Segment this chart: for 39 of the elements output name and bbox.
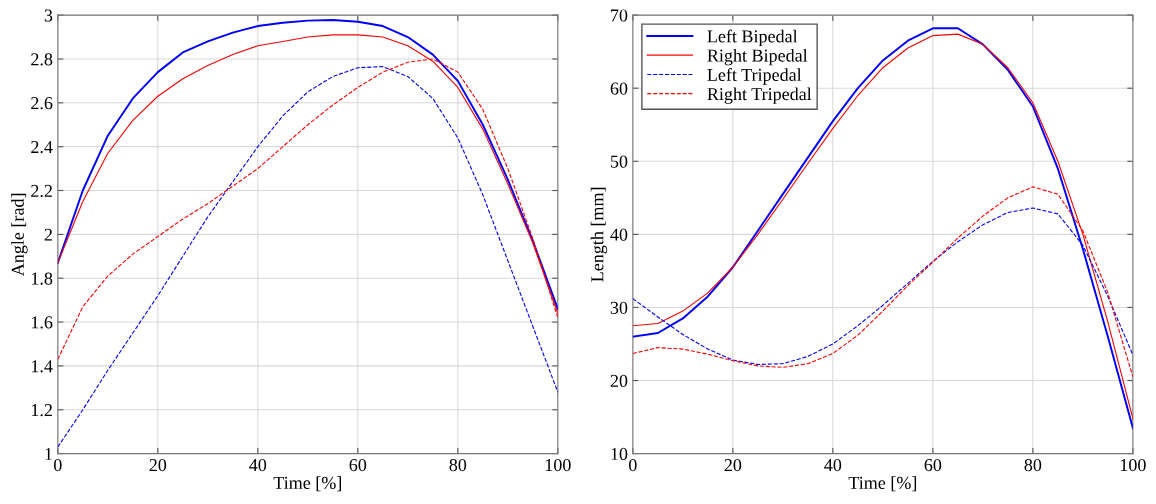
x-tick-label: 60 [349, 458, 367, 472]
y-tick-label: 2.2 [31, 184, 52, 198]
y-tick-label: 2.4 [31, 140, 53, 154]
x-tick-label: 40 [249, 458, 267, 472]
legend-label: Right Bipedal [707, 48, 808, 66]
y-tick-label: 60 [610, 82, 628, 95]
x-tick-label: 80 [449, 458, 467, 472]
y-axis-title: Angle [rad] [11, 193, 28, 277]
y-tick-label: 1.6 [31, 316, 53, 329]
y-tick-label: 30 [610, 301, 628, 314]
legend-label: Left Tripedal [707, 68, 802, 85]
y-tick-label: 1.8 [31, 272, 53, 285]
y-tick-label: 2.6 [31, 97, 53, 110]
legend-label: Right Tripedal [707, 87, 812, 104]
y-tick-label: 50 [610, 155, 628, 168]
y-tick-label: 40 [610, 228, 628, 241]
line-series [57, 66, 558, 448]
x-axis-title: Time [%] [273, 476, 341, 492]
y-tick-label: 1.2 [31, 404, 52, 417]
y-tick-label: 20 [610, 374, 628, 387]
x-tick-label: 40 [824, 458, 842, 472]
y-tick-label: 3 [44, 9, 53, 22]
x-tick-label: 0 [53, 458, 62, 472]
y-tick-label: 10 [611, 447, 628, 461]
x-tick-label: 20 [724, 458, 742, 472]
y-tick-label: 1.4 [31, 360, 53, 373]
x-axis-title: Time [%] [848, 476, 917, 492]
y-tick-label: 2.8 [31, 53, 53, 66]
x-tick-label: 0 [629, 458, 637, 472]
y-tick-label: 1 [45, 447, 52, 460]
x-tick-label: 100 [1120, 458, 1146, 472]
y-tick-label: 2 [44, 228, 52, 241]
y-tick-label: 70 [611, 9, 628, 22]
x-tick-label: 60 [924, 458, 942, 472]
x-tick-label: 20 [149, 458, 167, 472]
x-tick-label: 100 [545, 458, 571, 472]
legend-label: Left Bipedal [707, 29, 798, 47]
x-tick-label: 80 [1024, 458, 1042, 472]
y-axis-title: Length [mm] [590, 187, 608, 282]
